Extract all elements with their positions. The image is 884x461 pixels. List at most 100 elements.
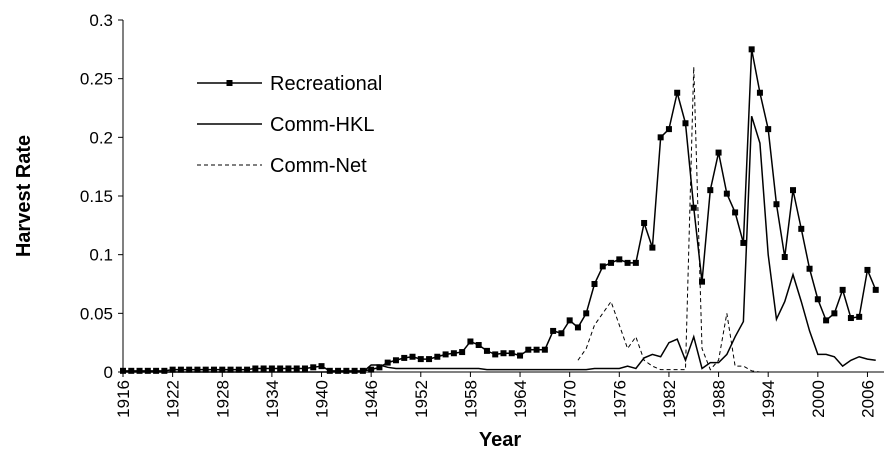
marker: [483, 347, 490, 354]
marker: [177, 366, 184, 373]
marker: [459, 349, 466, 356]
marker: [525, 346, 532, 353]
marker: [293, 365, 300, 372]
marker: [376, 364, 383, 371]
marker: [467, 338, 474, 345]
marker: [715, 149, 722, 156]
x-tick-label: 1940: [313, 380, 332, 418]
series-line: [123, 49, 877, 372]
marker: [682, 120, 689, 127]
x-tick-label: 1928: [213, 380, 232, 418]
marker: [632, 259, 639, 266]
marker: [790, 187, 797, 194]
marker: [120, 367, 126, 374]
marker: [343, 367, 350, 374]
marker: [541, 346, 548, 353]
marker: [773, 201, 780, 208]
marker: [500, 350, 507, 357]
marker: [285, 365, 292, 372]
marker: [831, 310, 838, 317]
marker: [723, 190, 730, 197]
marker: [161, 367, 168, 374]
marker: [368, 366, 375, 373]
marker: [351, 367, 358, 374]
marker: [823, 317, 830, 324]
marker: [624, 259, 631, 266]
marker: [219, 366, 226, 373]
x-axis-title: Year: [479, 429, 521, 451]
legend-marker: [226, 80, 233, 86]
legend-label: Comm-HKL: [270, 114, 374, 136]
marker: [169, 366, 176, 373]
marker: [401, 354, 408, 361]
marker: [318, 363, 325, 370]
marker: [616, 256, 623, 263]
marker: [641, 219, 648, 226]
marker: [144, 367, 151, 374]
marker: [252, 365, 259, 372]
marker: [856, 313, 863, 320]
marker: [707, 187, 714, 194]
x-tick-label: 1988: [710, 380, 729, 418]
marker: [277, 365, 284, 372]
x-tick-label: 1916: [114, 380, 133, 418]
y-axis-title: Harvest Rate: [13, 135, 35, 257]
marker: [839, 286, 846, 293]
marker: [442, 351, 449, 358]
marker: [574, 324, 581, 331]
marker: [392, 357, 399, 364]
marker: [508, 350, 515, 357]
series-line: [123, 115, 876, 373]
marker: [475, 342, 482, 349]
marker: [450, 350, 457, 357]
y-tick-label: 0.2: [89, 128, 113, 147]
marker: [558, 330, 565, 337]
x-tick-label: 1958: [461, 380, 480, 418]
x-tick-label: 1922: [164, 380, 183, 418]
marker: [674, 89, 681, 96]
marker: [765, 126, 772, 133]
marker: [186, 366, 193, 373]
marker: [806, 265, 813, 272]
marker: [649, 244, 656, 251]
x-tick-label: 2006: [858, 380, 877, 418]
marker: [517, 352, 524, 359]
marker: [417, 356, 424, 363]
marker: [657, 134, 664, 141]
marker: [599, 263, 606, 270]
y-tick-label: 0.1: [89, 246, 113, 265]
series-line: [577, 66, 876, 373]
marker: [550, 327, 557, 334]
y-tick-label: 0: [104, 363, 113, 382]
marker: [608, 259, 615, 266]
marker: [690, 204, 697, 211]
x-tick-label: 1970: [561, 380, 580, 418]
marker: [301, 365, 308, 372]
marker: [136, 367, 143, 374]
x-tick-label: 1976: [610, 380, 629, 418]
marker: [699, 278, 706, 285]
marker: [326, 367, 333, 374]
marker: [260, 365, 267, 372]
marker: [235, 366, 242, 373]
marker: [591, 281, 598, 287]
marker: [798, 225, 805, 232]
marker: [128, 367, 135, 374]
marker: [814, 296, 821, 303]
x-tick-label: 2000: [809, 380, 828, 418]
marker: [740, 239, 747, 246]
x-tick-label: 1934: [263, 380, 282, 418]
y-tick-label: 0.15: [80, 187, 113, 206]
legend-label: Recreational: [270, 73, 382, 95]
marker: [872, 286, 879, 293]
marker: [244, 366, 251, 373]
marker: [583, 310, 590, 317]
marker: [359, 367, 366, 374]
legend-label: Comm-Net: [270, 155, 367, 177]
marker: [202, 366, 209, 373]
marker: [268, 365, 275, 372]
x-tick-label: 1946: [362, 380, 381, 418]
marker: [153, 367, 160, 374]
x-tick-label: 1982: [660, 380, 679, 418]
marker: [756, 89, 763, 96]
